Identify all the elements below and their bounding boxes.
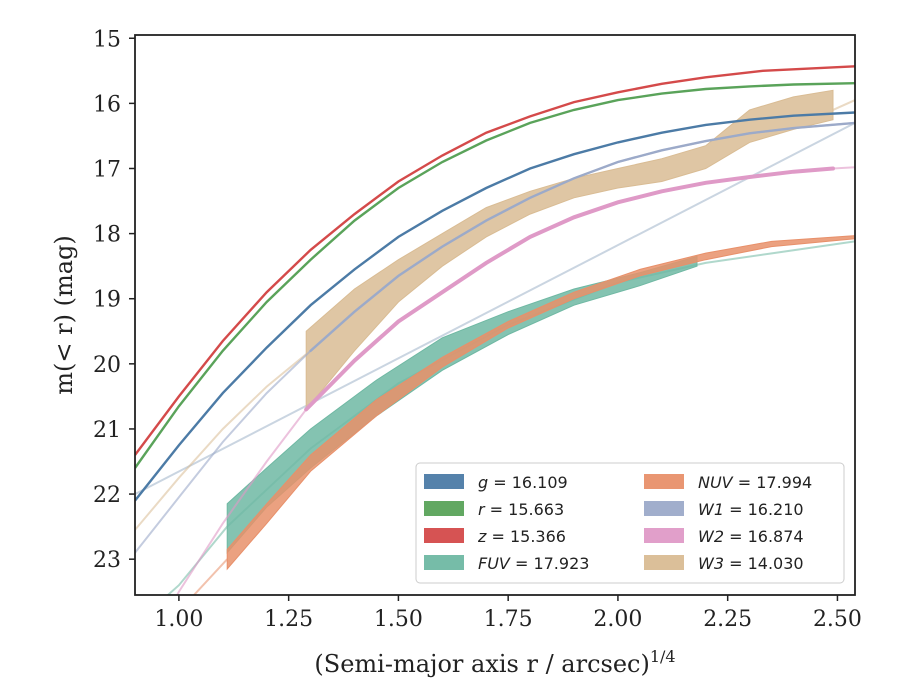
legend-swatch-nuv (644, 474, 684, 489)
x-axis: 1.00 1.25 1.50 1.75 2.00 2.25 2.50 (154, 595, 862, 632)
y-tick-label: 22 (93, 483, 121, 508)
legend-label-w2: W2 = 16.874 (698, 527, 804, 546)
x-tick-label: 1.00 (154, 607, 203, 632)
legend-swatch-fuv (424, 555, 464, 570)
y-tick-label: 15 (93, 27, 121, 52)
x-tick-label: 1.50 (374, 607, 423, 632)
x-tick-label: 2.25 (703, 607, 752, 632)
legend-swatch-z (424, 528, 464, 543)
y-tick-label: 19 (93, 288, 121, 313)
legend-label-fuv: FUV = 17.923 (478, 554, 589, 573)
legend-label-g: g = 16.109 (478, 473, 568, 492)
legend-label-z: z = 15.366 (477, 527, 566, 546)
y-tick-label: 23 (93, 548, 121, 573)
legend-label-w3: W3 = 14.030 (698, 554, 804, 573)
legend-label-r: r = 15.663 (478, 500, 564, 519)
legend-swatch-w3 (644, 555, 684, 570)
legend-swatch-g (424, 474, 464, 489)
series-w2-line (304, 166, 835, 412)
y-tick-label: 17 (93, 157, 121, 182)
legend-label-w1: W1 = 16.210 (698, 500, 804, 519)
series-r-line (135, 82, 855, 469)
y-tick-label: 16 (93, 92, 121, 117)
y-tick-label: 18 (93, 223, 121, 248)
legend-swatch-w1 (644, 501, 684, 516)
legend-label-nuv: NUV = 17.994 (698, 473, 812, 492)
series-z-line (135, 65, 855, 456)
y-axis: 15 16 17 18 19 20 21 22 23 (93, 27, 135, 573)
legend-swatch-r (424, 501, 464, 516)
series-w3-extension (135, 353, 307, 531)
series-w1-line (309, 121, 855, 352)
y-tick-label: 21 (93, 418, 121, 443)
series-nuv-band (226, 235, 855, 571)
x-tick-label: 1.25 (264, 607, 313, 632)
plot-frame (134, 34, 856, 596)
series-w3-tail (832, 99, 855, 111)
legend-swatch-w2 (644, 528, 684, 543)
series-w2-extension (176, 166, 855, 595)
series-nuv-extension (192, 558, 228, 595)
series-g-extension (135, 122, 855, 495)
plot-area (135, 65, 855, 595)
x-tick-label: 2.00 (593, 607, 642, 632)
x-tick-label: 1.75 (484, 607, 533, 632)
y-tick-label: 20 (93, 353, 121, 378)
x-axis-label: (Semi-major axis r / arcsec)1/4 (314, 647, 675, 678)
legend-box (415, 462, 845, 584)
x-tick-label: 2.50 (813, 607, 862, 632)
series-w3-band (305, 89, 834, 411)
y-axis-label: m(< r) (mag) (50, 235, 78, 394)
legend: g = 16.109 r = 15.663 z = 15.366 FUV = 17.9… (415, 462, 845, 584)
series-g-line (135, 111, 855, 502)
